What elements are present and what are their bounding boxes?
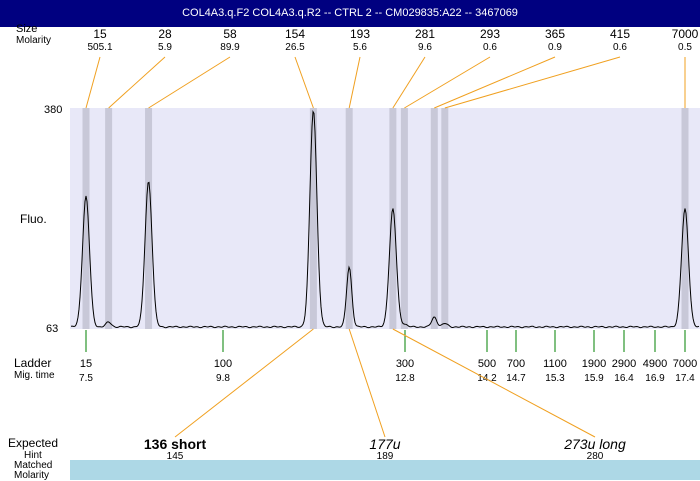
peak-molarity-label: 0.6 [483, 42, 497, 53]
peak-size-label: 58 [223, 27, 237, 41]
expected-callout-line [174, 328, 314, 438]
peak-size-label: 415 [610, 27, 630, 41]
peak-band [681, 108, 689, 329]
size-callout-line [392, 56, 426, 109]
ladder-time-label: 15.9 [584, 373, 604, 384]
peak-size-label: 28 [158, 27, 172, 41]
size-callout-line [294, 56, 314, 109]
hint-value: 280 [587, 451, 604, 462]
peak-size-label: 7000 [672, 27, 699, 41]
ladder-size-label: 4900 [643, 358, 667, 370]
hint-row-label: Hint [24, 450, 42, 461]
ladder-time-label: 17.4 [675, 373, 695, 384]
y-min-label: 63 [46, 323, 59, 335]
size-callouts [85, 56, 686, 109]
peak-molarity-label: 5.9 [158, 42, 172, 53]
peak-molarity-label: 26.5 [285, 42, 305, 53]
size-callout-line [108, 56, 166, 109]
ladder-time-label: 14.2 [477, 373, 497, 384]
plot-area [70, 108, 700, 329]
expected-row-label: Expected [8, 436, 59, 450]
ladder-row-label: Ladder [14, 356, 52, 370]
matched-row-label: Matched [14, 460, 53, 471]
peak-band [82, 108, 90, 329]
hint-value: 189 [377, 451, 394, 462]
matched-table-band [70, 460, 700, 480]
size-callout-line [404, 56, 491, 109]
molarity-table-label: Molarity [14, 470, 50, 481]
expected-callout-line [348, 328, 386, 438]
peak-band [105, 108, 113, 329]
hint-value: 145 [167, 451, 184, 462]
ladder-size-label: 300 [396, 358, 414, 370]
peak-molarity-label: 0.5 [678, 42, 692, 53]
peak-size-label: 281 [415, 27, 435, 41]
peak-band [430, 108, 438, 329]
ladder-size-label: 700 [507, 358, 525, 370]
molarity-row-label: Molarity [16, 35, 52, 46]
size-callout-line [85, 56, 101, 109]
peak-band [309, 108, 317, 329]
expected-callouts [174, 328, 596, 438]
peak-size-label: 15 [93, 27, 107, 41]
peak-band [145, 108, 153, 329]
y-max-label: 380 [44, 104, 63, 116]
expected-fragment-label: 273u long [563, 436, 626, 452]
ladder-time-label: 7.5 [79, 373, 93, 384]
peak-band [400, 108, 408, 329]
peak-molarity-label: 5.6 [353, 42, 367, 53]
peak-band [441, 108, 449, 329]
migtime-row-label: Mig. time [14, 370, 55, 381]
peak-size-label: 293 [480, 27, 500, 41]
ladder-size-label: 2900 [612, 358, 636, 370]
y-axis-label: Fluo. [20, 212, 47, 226]
ladder-ticks: 15 7.5 100 9.8 300 12.8 500 14.2 700 14.7 1100 15.3… [79, 330, 697, 384]
ladder-time-label: 16.4 [614, 373, 634, 384]
peak-molarity-label: 9.6 [418, 42, 432, 53]
title-bar: COL4A3.q.F2 COL4A3.q.R2 -- CTRL 2 -- CM0… [0, 0, 700, 27]
ladder-time-label: 15.3 [545, 373, 565, 384]
peak-size-label: 193 [350, 27, 370, 41]
ladder-size-label: 1900 [582, 358, 606, 370]
ladder-time-label: 12.8 [395, 373, 415, 384]
ladder-time-label: 9.8 [216, 373, 230, 384]
ladder-size-label: 100 [214, 358, 232, 370]
ladder-time-label: 14.7 [506, 373, 526, 384]
ladder-size-label: 7000 [673, 358, 697, 370]
size-callout-line [434, 56, 556, 109]
expected-fragment-label: 136 short [144, 436, 207, 452]
peak-band [389, 108, 397, 329]
expected-callout-line [392, 328, 596, 438]
size-row-label: Size [16, 23, 38, 35]
ladder-size-label: 15 [80, 358, 92, 370]
peak-size-label: 154 [285, 27, 305, 41]
ladder-size-label: 500 [478, 358, 496, 370]
size-callout-line [348, 56, 361, 109]
peak-molarity-label: 0.6 [613, 42, 627, 53]
size-callout-line [148, 56, 231, 109]
peak-size-label: 365 [545, 27, 565, 41]
peak-molarity-label: 89.9 [220, 42, 240, 53]
peak-molarity-label: 0.9 [548, 42, 562, 53]
expected-fragment-label: 177u [369, 436, 400, 452]
peak-bands [82, 108, 689, 329]
peak-molarity-label: 505.1 [87, 42, 112, 53]
size-callout-line [444, 56, 621, 109]
fluorescence-trace [70, 110, 700, 329]
ladder-time-label: 16.9 [645, 373, 665, 384]
ladder-size-label: 1100 [543, 358, 567, 370]
peak-band [345, 108, 353, 329]
